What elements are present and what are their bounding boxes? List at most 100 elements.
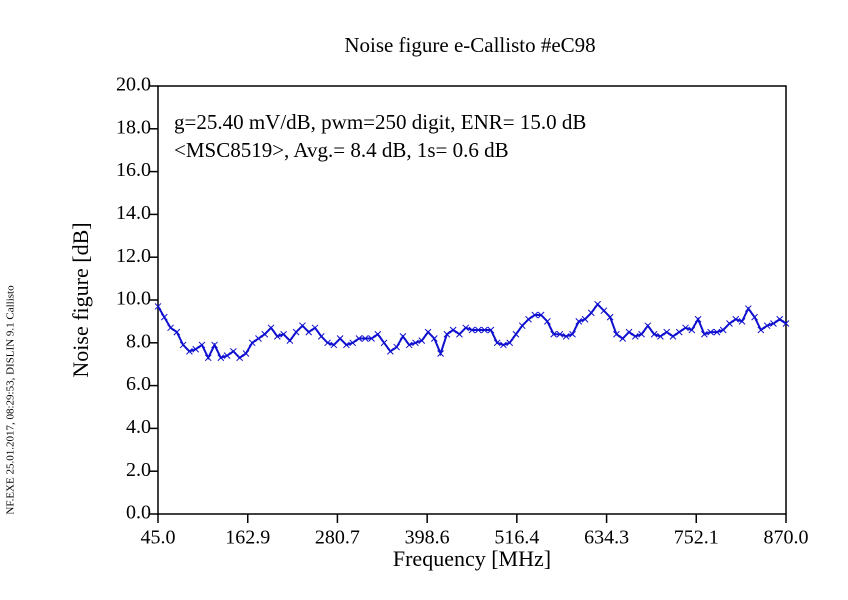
x-tick-label: 870.0 (764, 527, 809, 549)
annotation: <MSC8519>, Avg.= 8.4 dB, 1s= 0.6 dB (174, 138, 509, 162)
point-marker (525, 315, 532, 323)
y-tick-label: 0.0 (126, 502, 151, 524)
point-marker (154, 303, 162, 310)
point-marker (726, 320, 733, 327)
point-marker (173, 328, 181, 336)
y-tick-label: 10.0 (116, 288, 151, 310)
point-marker (694, 315, 702, 323)
point-marker (167, 324, 174, 332)
point-marker (782, 320, 790, 327)
point-marker (575, 318, 583, 325)
point-marker (355, 335, 363, 342)
point-marker (236, 354, 243, 362)
point-marker (474, 326, 482, 334)
point-marker (286, 337, 294, 345)
point-marker (688, 326, 696, 334)
point-marker (512, 330, 520, 338)
y-tick-label: 4.0 (126, 416, 151, 438)
x-tick-label: 45.0 (141, 527, 176, 549)
point-marker (261, 330, 269, 338)
point-marker (292, 328, 300, 336)
point-marker (160, 313, 168, 321)
y-tick-label: 16.0 (116, 159, 151, 181)
y-tick-label: 8.0 (126, 330, 151, 352)
point-marker (644, 322, 652, 330)
point-marker (468, 326, 476, 334)
point-marker (713, 328, 721, 336)
point-marker (663, 328, 671, 336)
point-marker (650, 330, 658, 338)
point-marker (443, 330, 451, 338)
x-tick-label: 516.4 (494, 527, 539, 549)
point-marker (638, 330, 645, 338)
point-marker (701, 330, 708, 338)
point-marker (324, 339, 331, 347)
point-marker (619, 335, 627, 342)
point-marker (606, 313, 614, 321)
y-tick-label: 18.0 (116, 116, 151, 138)
point-marker (230, 348, 237, 355)
x-axis-label: Frequency [MHz] (393, 546, 551, 571)
point-marker (179, 341, 187, 349)
point-marker (569, 330, 576, 338)
point-marker (500, 341, 507, 349)
point-marker (493, 339, 501, 347)
point-marker (248, 339, 256, 347)
point-marker (242, 350, 250, 357)
point-marker (186, 348, 193, 355)
point-marker (330, 341, 338, 349)
point-marker (223, 352, 231, 359)
point-marker (738, 318, 746, 325)
point-marker (531, 311, 539, 319)
point-marker (430, 335, 438, 342)
point-marker (657, 333, 664, 340)
point-marker (763, 322, 771, 330)
point-marker (387, 348, 394, 355)
point-marker (550, 330, 557, 338)
point-marker (405, 341, 413, 349)
point-marker (361, 335, 369, 342)
point-marker (613, 330, 620, 338)
y-tick-label: 2.0 (126, 459, 151, 481)
point-marker (204, 354, 212, 362)
x-tick-label: 280.7 (315, 527, 360, 549)
point-marker (437, 350, 444, 357)
point-marker (682, 324, 689, 332)
y-axis-label: Noise figure [dB] (68, 222, 93, 377)
point-marker (273, 333, 281, 340)
point-marker (368, 335, 375, 342)
point-marker (506, 339, 514, 347)
point-marker (418, 337, 426, 345)
point-marker (311, 324, 319, 332)
chart-title: Noise figure e-Callisto #eC98 (344, 33, 595, 57)
point-marker (581, 315, 589, 323)
point-marker (393, 343, 400, 351)
point-marker (757, 326, 765, 334)
annotation: g=25.40 mV/dB, pwm=250 digit, ENR= 15.0 … (174, 110, 586, 134)
point-marker (600, 307, 608, 315)
point-marker (267, 324, 275, 332)
point-marker (594, 300, 601, 308)
point-marker (299, 322, 306, 330)
point-marker (399, 333, 407, 340)
y-tick-label: 6.0 (126, 373, 151, 395)
x-tick-label: 162.9 (225, 527, 270, 549)
point-marker (556, 330, 564, 338)
y-tick-label: 14.0 (116, 202, 151, 224)
point-marker (625, 328, 633, 336)
point-marker (487, 326, 495, 334)
y-tick-label: 12.0 (116, 245, 151, 267)
point-marker (481, 326, 488, 334)
point-marker (537, 311, 545, 319)
point-marker (412, 339, 419, 347)
point-marker (707, 328, 714, 336)
point-marker (424, 328, 432, 336)
point-marker (776, 315, 784, 323)
data-line (157, 302, 787, 361)
point-marker (518, 322, 526, 330)
point-marker (305, 328, 313, 336)
point-marker (744, 305, 752, 312)
point-marker (198, 341, 206, 349)
point-marker (675, 328, 683, 336)
